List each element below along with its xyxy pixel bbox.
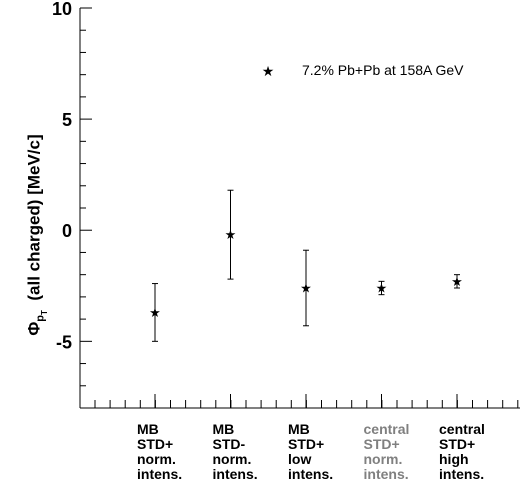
x-category-label-line: STD+ — [288, 436, 325, 452]
x-category-label-line: intens. — [288, 466, 334, 482]
data-point-group: ★ — [149, 283, 161, 342]
x-category-label-line: STD+ — [439, 436, 476, 452]
y-tick-label: 5 — [62, 110, 72, 130]
y-tick-label: 10 — [52, 0, 72, 19]
x-category-label: central STD+ norm. intens. — [364, 422, 434, 482]
x-category-label-line: intens. — [212, 466, 258, 482]
chart-axes — [79, 7, 520, 409]
x-category-label-line: intens. — [363, 466, 409, 482]
data-point-star: ★ — [451, 275, 463, 290]
y-tick-label: -5 — [56, 332, 72, 352]
x-category-label-line: STD+ — [137, 436, 174, 452]
x-category-label: central STD+ high intens. — [439, 422, 509, 482]
data-point-star: ★ — [225, 228, 237, 243]
x-category-label-line: central — [439, 421, 485, 437]
x-category-label: MB STD-norm. intens. — [213, 422, 283, 482]
x-category-label-line: intens. — [439, 466, 485, 482]
x-category-label: MB STD+ low intens. — [288, 422, 358, 482]
legend-marker-star: ★ — [262, 64, 275, 80]
data-point-group: ★ — [376, 280, 388, 297]
x-category-label-line: MB — [212, 421, 235, 437]
data-point-group: ★ — [451, 274, 463, 290]
data-point-star: ★ — [376, 282, 388, 297]
legend-label: 7.2% Pb+Pb at 158A GeV — [302, 62, 464, 78]
x-category-label-line: norm. — [137, 451, 176, 467]
y-tick-label: 0 — [62, 221, 72, 241]
x-category-label-line: MB — [137, 421, 159, 437]
legend: ★ 7.2% Pb+Pb at 158A GeV — [262, 62, 464, 80]
data-point-star: ★ — [300, 282, 312, 297]
x-category-label-line: MB — [288, 421, 310, 437]
x-category-label-line: norm. — [212, 451, 252, 467]
x-category-label-line: STD- — [212, 436, 246, 452]
y-tick-labels: -5 0 5 10 — [52, 0, 72, 352]
x-category-label-line: central — [363, 421, 410, 437]
data-point-group: ★ — [300, 249, 312, 327]
x-category-label-line: high — [439, 451, 469, 467]
x-category-label-line: low — [288, 451, 312, 467]
x-category-label-line: norm. — [363, 451, 403, 467]
data-points: ★ ★ ★ ★ ★ — [149, 189, 463, 342]
data-point-group: ★ — [225, 189, 237, 280]
data-point-star: ★ — [149, 306, 161, 321]
x-category-label: MB STD+ norm. intens. — [137, 422, 207, 482]
x-category-label-line: intens. — [137, 466, 183, 482]
x-category-label-line: STD+ — [363, 436, 400, 452]
